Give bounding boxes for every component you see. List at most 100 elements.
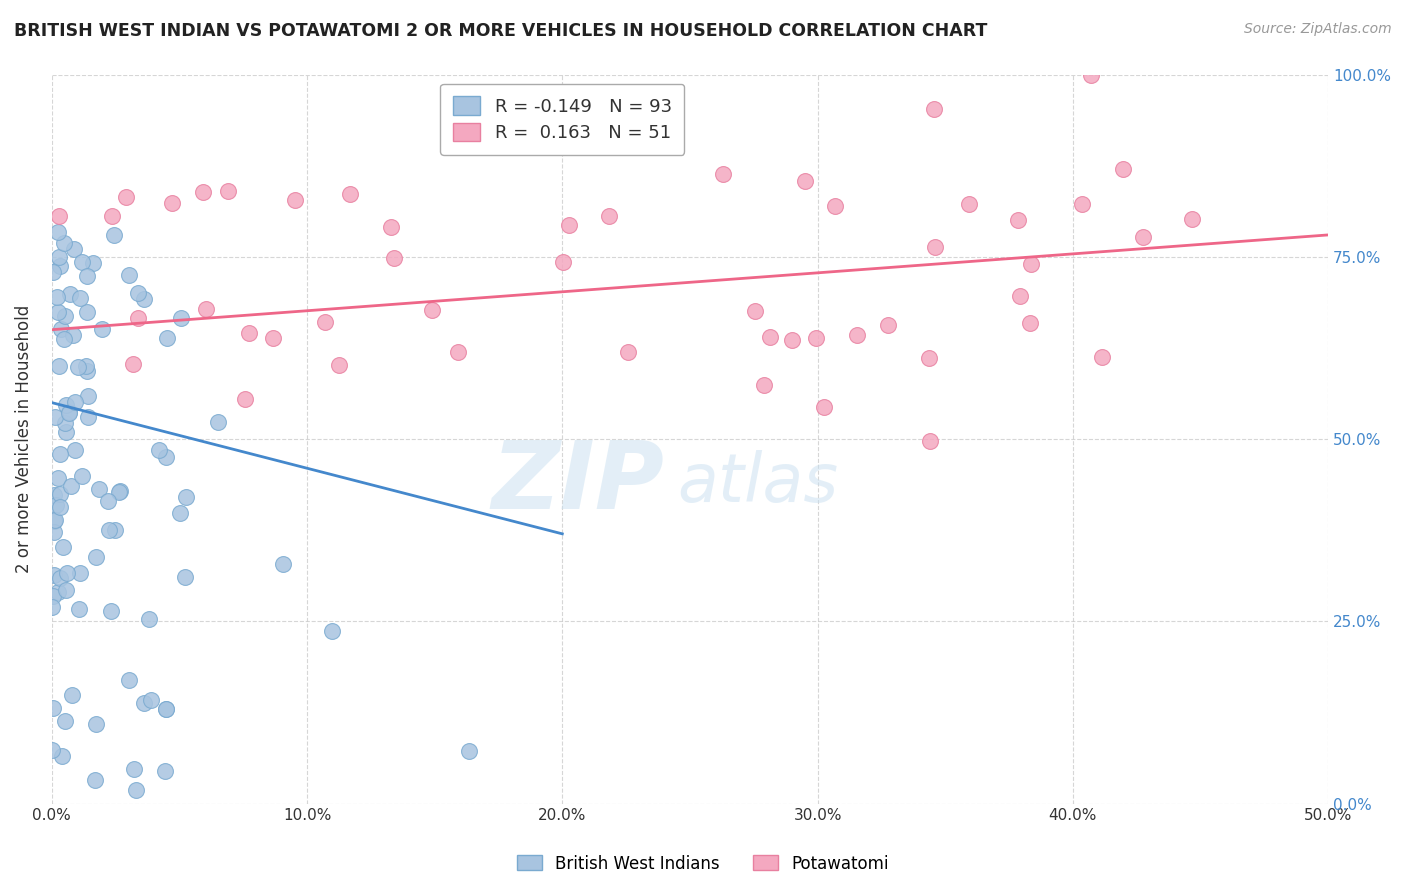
Point [328, 358, 350, 372]
Point [76, 364, 98, 378]
Point [153, 764, 176, 778]
Point [46, 584, 69, 599]
Point [160, 195, 183, 210]
Point [59, 479, 82, 493]
Point [262, 331, 284, 345]
Point [103, 228, 125, 243]
Point [48, 487, 70, 501]
Point [169, 506, 191, 520]
Point [60, 688, 83, 702]
Point [271, 557, 294, 571]
Point [957, 197, 980, 211]
Point [155, 450, 177, 464]
Point [55, 583, 77, 598]
Point [447, 345, 470, 359]
Point [922, 102, 945, 116]
Point [813, 401, 835, 415]
Point [46, 305, 69, 319]
Point [44, 409, 66, 424]
Point [42, 700, 65, 714]
Point [55, 398, 77, 412]
Legend: R = -0.149   N = 93, R =  0.163   N = 51: R = -0.149 N = 93, R = 0.163 N = 51 [440, 84, 685, 154]
Point [48, 251, 70, 265]
Point [58, 405, 80, 419]
Point [207, 415, 229, 429]
Point [170, 311, 193, 326]
Point [780, 333, 803, 347]
Point [314, 315, 336, 329]
Point [76, 410, 98, 425]
Point [551, 254, 574, 268]
Point [49, 322, 72, 336]
Point [194, 301, 217, 316]
Point [69, 566, 91, 581]
Point [824, 198, 846, 212]
Point [69, 291, 91, 305]
Point [86, 716, 108, 731]
Point [845, 328, 868, 343]
Text: atlas: atlas [678, 450, 838, 516]
Point [49, 571, 72, 585]
Point [118, 268, 141, 283]
Text: Source: ZipAtlas.com: Source: ZipAtlas.com [1244, 22, 1392, 37]
Point [793, 174, 815, 188]
Point [806, 331, 828, 345]
Point [46, 470, 69, 484]
Point [174, 570, 197, 584]
Point [75, 359, 97, 373]
Point [41, 599, 63, 614]
Point [41, 743, 63, 757]
Point [100, 209, 122, 223]
Point [87, 482, 110, 496]
Point [77, 389, 100, 403]
Point [76, 269, 98, 284]
Point [63, 442, 86, 457]
Point [51, 749, 73, 764]
Point [70, 255, 93, 269]
Point [66, 360, 89, 375]
Point [46, 225, 69, 239]
Point [1010, 289, 1032, 303]
Point [148, 443, 170, 458]
Point [1132, 229, 1154, 244]
Point [53, 333, 76, 347]
Point [420, 302, 443, 317]
Point [108, 483, 131, 498]
Point [1181, 211, 1204, 226]
Point [108, 484, 131, 499]
Point [284, 193, 307, 207]
Point [42, 265, 65, 279]
Point [42, 525, 65, 540]
Point [134, 696, 156, 710]
Point [115, 190, 138, 204]
Y-axis label: 2 or more Vehicles in Household: 2 or more Vehicles in Household [15, 305, 32, 574]
Point [321, 624, 343, 638]
Point [100, 604, 122, 618]
Point [49, 447, 72, 461]
Point [97, 493, 120, 508]
Point [48, 359, 70, 373]
Point [156, 331, 179, 345]
Point [53, 417, 76, 431]
Point [382, 251, 405, 265]
Point [45, 290, 67, 304]
Point [1080, 68, 1102, 82]
Point [53, 714, 76, 728]
Point [127, 311, 149, 326]
Point [924, 240, 946, 254]
Point [84, 773, 107, 788]
Point [97, 523, 120, 537]
Point [59, 287, 82, 301]
Point [48, 210, 70, 224]
Point [118, 673, 141, 687]
Point [744, 303, 766, 318]
Point [42, 567, 65, 582]
Point [1070, 197, 1092, 211]
Point [138, 611, 160, 625]
Point [125, 783, 148, 797]
Point [458, 744, 481, 758]
Point [58, 406, 80, 420]
Point [52, 540, 75, 554]
Point [155, 702, 177, 716]
Point [53, 310, 76, 324]
